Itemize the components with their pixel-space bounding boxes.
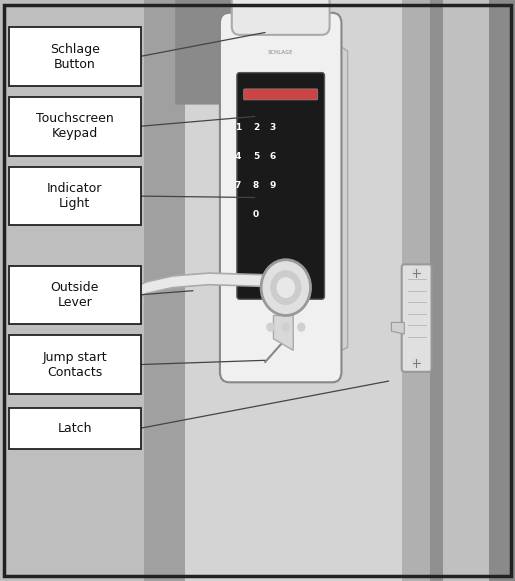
- FancyBboxPatch shape: [0, 0, 154, 581]
- FancyBboxPatch shape: [175, 0, 412, 581]
- Text: Latch: Latch: [58, 422, 92, 435]
- Text: 1: 1: [235, 123, 242, 132]
- Text: 9: 9: [270, 181, 276, 191]
- FancyBboxPatch shape: [244, 89, 318, 100]
- Text: 5: 5: [253, 152, 259, 162]
- FancyBboxPatch shape: [9, 335, 141, 394]
- Text: 4: 4: [234, 152, 241, 162]
- Text: Indicator
Light: Indicator Light: [47, 182, 102, 210]
- Polygon shape: [332, 41, 348, 354]
- Circle shape: [413, 269, 420, 277]
- FancyBboxPatch shape: [430, 0, 443, 581]
- FancyBboxPatch shape: [402, 264, 432, 372]
- Circle shape: [271, 271, 301, 304]
- Text: 3: 3: [270, 123, 276, 132]
- Text: 6: 6: [270, 152, 276, 162]
- Polygon shape: [391, 322, 404, 334]
- Circle shape: [267, 323, 274, 331]
- Circle shape: [298, 323, 305, 331]
- FancyBboxPatch shape: [144, 0, 185, 581]
- Text: 0: 0: [253, 210, 259, 220]
- Text: Outside
Lever: Outside Lever: [50, 281, 99, 309]
- Circle shape: [114, 299, 133, 320]
- FancyBboxPatch shape: [237, 73, 324, 299]
- FancyBboxPatch shape: [430, 0, 515, 581]
- FancyBboxPatch shape: [232, 0, 330, 35]
- Circle shape: [261, 260, 311, 315]
- Text: Schlage
Button: Schlage Button: [50, 42, 99, 71]
- FancyBboxPatch shape: [9, 97, 141, 156]
- FancyBboxPatch shape: [9, 408, 141, 449]
- Circle shape: [277, 278, 295, 297]
- Text: 7: 7: [234, 181, 241, 191]
- Text: 2: 2: [253, 123, 259, 132]
- FancyBboxPatch shape: [9, 167, 141, 225]
- Polygon shape: [175, 0, 412, 581]
- Polygon shape: [175, 0, 309, 105]
- FancyBboxPatch shape: [402, 0, 430, 581]
- FancyBboxPatch shape: [220, 13, 341, 382]
- Polygon shape: [273, 315, 293, 350]
- Circle shape: [413, 359, 420, 367]
- Text: Touchscreen
Keypad: Touchscreen Keypad: [36, 112, 113, 141]
- FancyBboxPatch shape: [9, 27, 141, 86]
- Polygon shape: [116, 273, 266, 320]
- Text: SCHLAGE: SCHLAGE: [268, 50, 294, 55]
- Circle shape: [282, 323, 289, 331]
- Polygon shape: [144, 0, 185, 581]
- FancyBboxPatch shape: [9, 266, 141, 324]
- Text: 8: 8: [253, 181, 259, 191]
- Text: Jump start
Contacts: Jump start Contacts: [42, 350, 107, 379]
- FancyBboxPatch shape: [489, 0, 515, 581]
